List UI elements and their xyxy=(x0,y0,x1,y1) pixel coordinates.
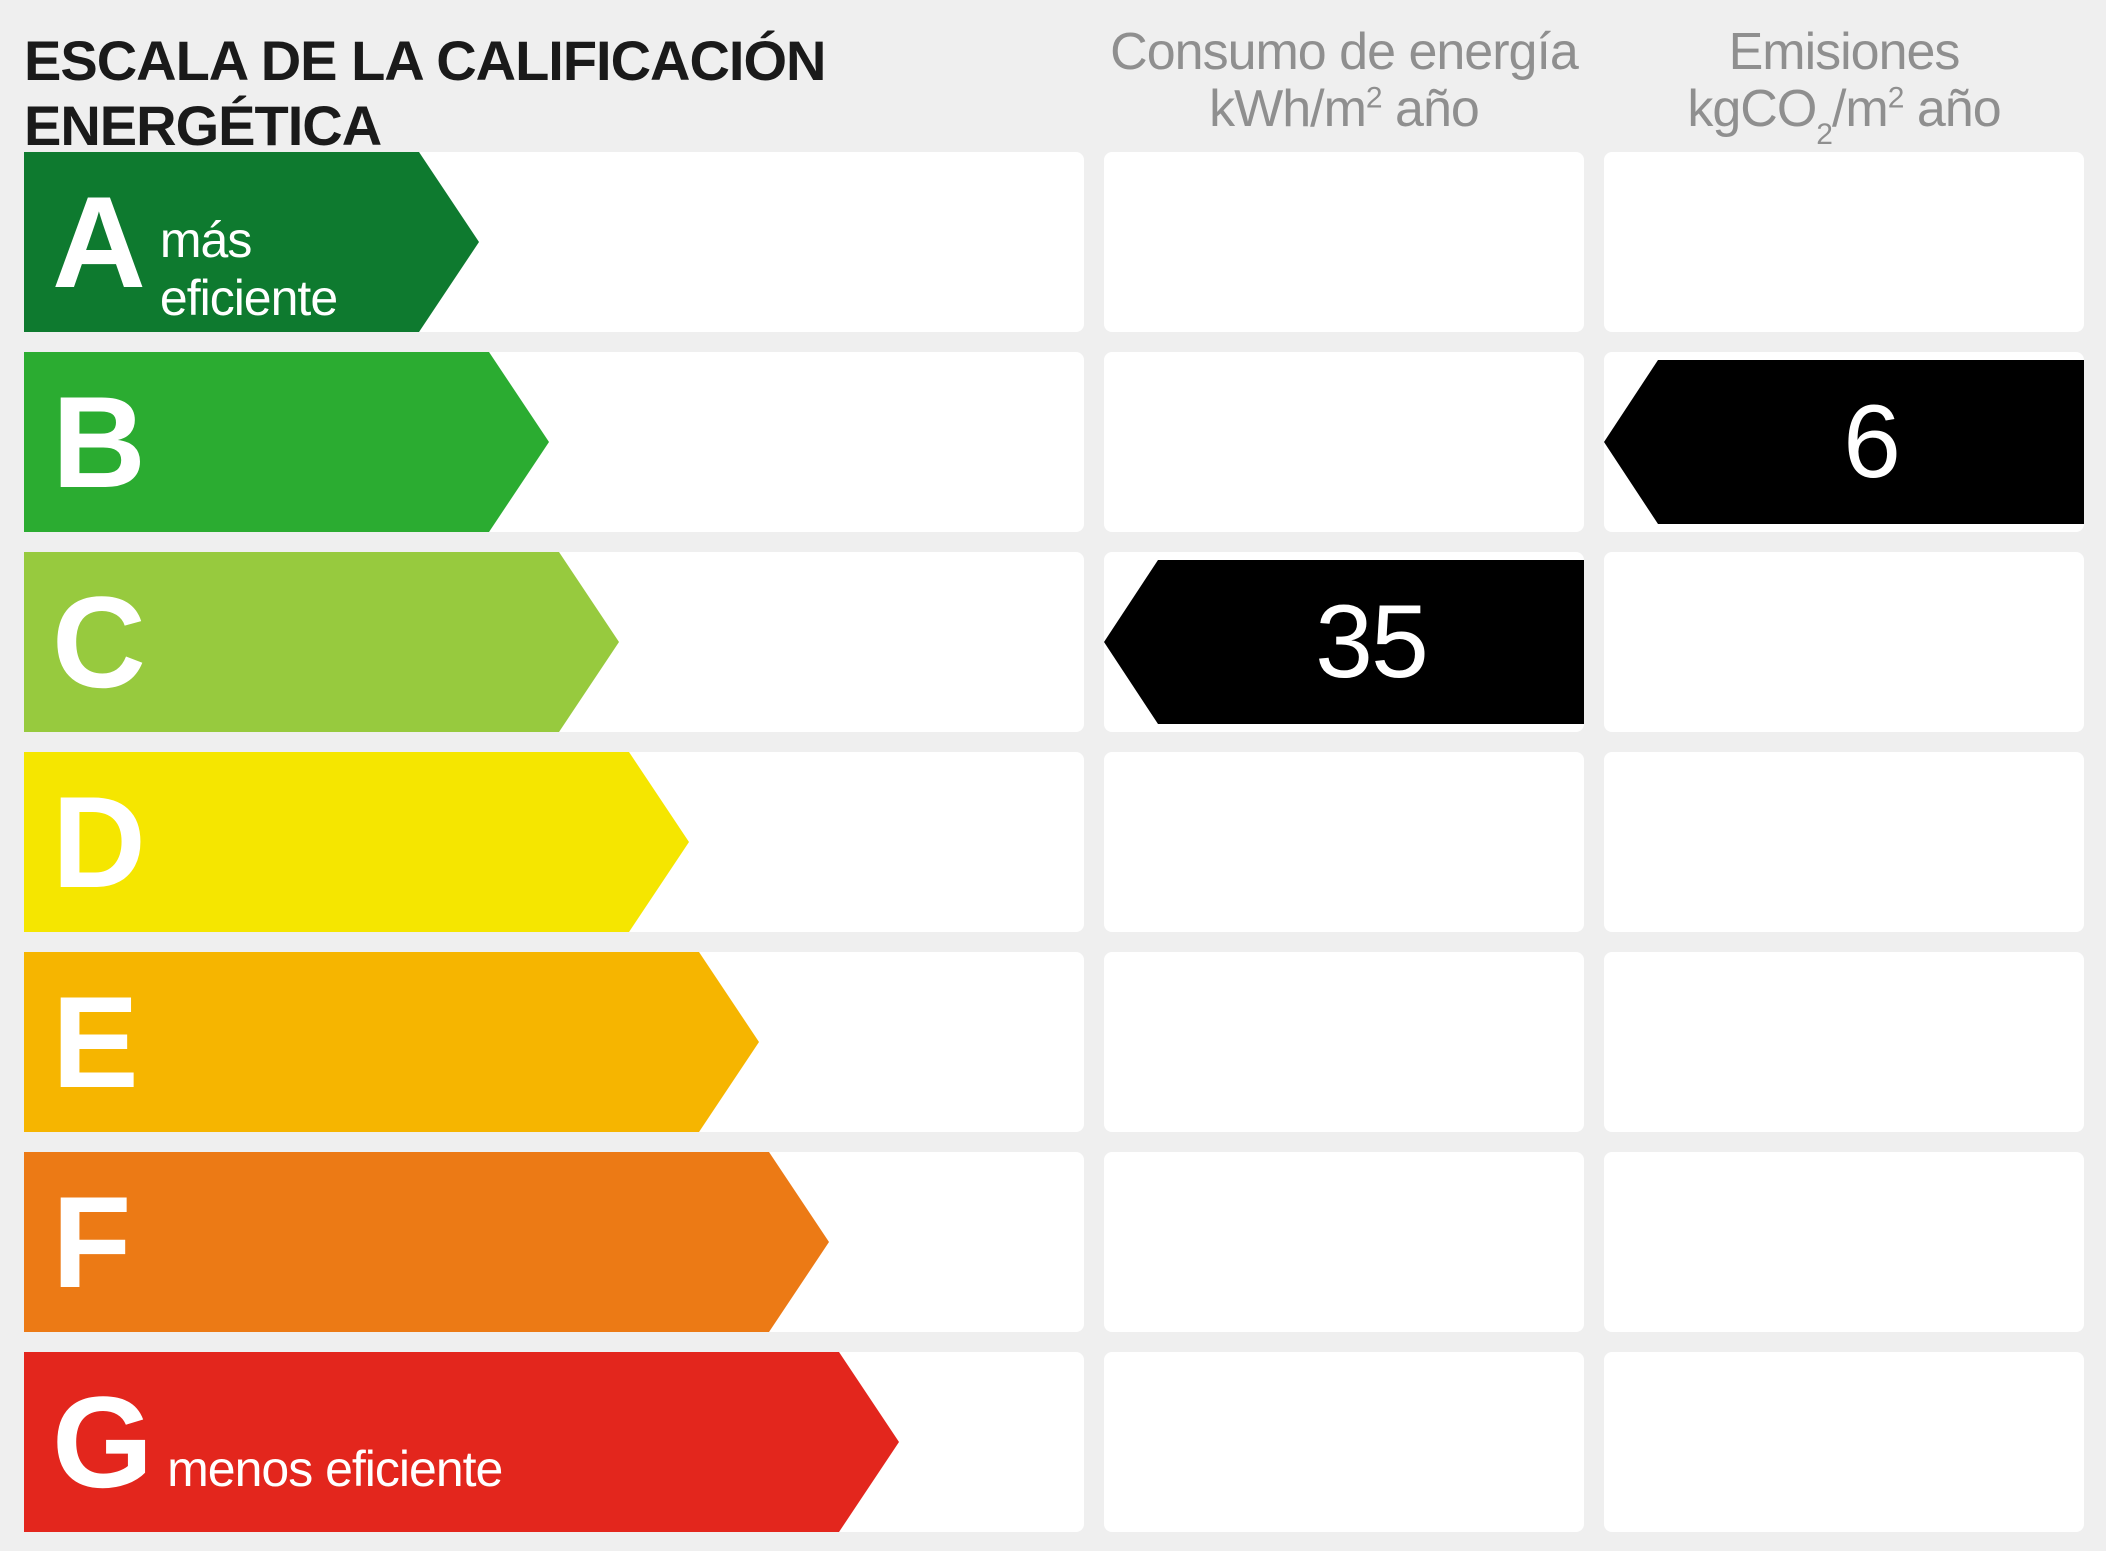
rating-letter: A xyxy=(52,177,142,307)
rating-letter: B xyxy=(52,377,142,507)
consumption-cell-f xyxy=(1104,1152,1584,1332)
consumption-cell-c: 35 xyxy=(1104,552,1584,732)
rating-letter: G xyxy=(52,1377,149,1507)
emissions-value-tag: 6 xyxy=(1658,360,2084,524)
emissions-header-line2-mid: /m xyxy=(1832,80,1888,138)
rating-bar-f: F xyxy=(24,1152,769,1332)
rating-row-b: B6 xyxy=(24,352,2082,532)
bar-track: Amás eficiente xyxy=(24,152,1084,332)
rating-bar-e: E xyxy=(24,952,699,1132)
column-header-emissions: Emisiones kgCO2/m2 año xyxy=(1604,24,2084,145)
bar-track: B xyxy=(24,352,1084,532)
bar-track: C xyxy=(24,552,1084,732)
rating-row-a: Amás eficiente xyxy=(24,152,2082,332)
rating-bar-d: D xyxy=(24,752,629,932)
rating-sublabel: más eficiente xyxy=(160,211,419,327)
rating-row-e: E xyxy=(24,952,2082,1132)
energy-rating-chart: ESCALA DE LA CALIFICACIÓN ENERGÉTICA Con… xyxy=(0,0,2106,1551)
rating-bar-c: C xyxy=(24,552,559,732)
rating-letter: E xyxy=(52,977,135,1107)
header-row: ESCALA DE LA CALIFICACIÓN ENERGÉTICA Con… xyxy=(24,24,2082,124)
rating-rows: Amás eficienteB6C35DEFGmenos eficiente xyxy=(24,152,2082,1532)
emissions-cell-a xyxy=(1604,152,2084,332)
emissions-cell-f xyxy=(1604,1152,2084,1332)
rating-row-g: Gmenos eficiente xyxy=(24,1352,2082,1532)
consumption-cell-a xyxy=(1104,152,1584,332)
emissions-cell-d xyxy=(1604,752,2084,932)
consumption-cell-d xyxy=(1104,752,1584,932)
rating-row-c: C 35 xyxy=(24,552,2082,732)
bar-track: Gmenos eficiente xyxy=(24,1352,1084,1532)
emissions-header-sup: 2 xyxy=(1888,82,1904,115)
consumption-cell-b xyxy=(1104,352,1584,532)
emissions-header-sub: 2 xyxy=(1816,118,1832,151)
rating-bar-a: Amás eficiente xyxy=(24,152,419,332)
emissions-cell-b: 6 xyxy=(1604,352,2084,532)
bar-track: D xyxy=(24,752,1084,932)
rating-row-f: F xyxy=(24,1152,2082,1332)
consumption-cell-e xyxy=(1104,952,1584,1132)
rating-bar-b: B xyxy=(24,352,489,532)
bar-track: F xyxy=(24,1152,1084,1332)
emissions-cell-g xyxy=(1604,1352,2084,1532)
consumption-header-line2-post: año xyxy=(1382,80,1479,138)
consumption-cell-g xyxy=(1104,1352,1584,1532)
bar-track: E xyxy=(24,952,1084,1132)
rating-row-d: D xyxy=(24,752,2082,932)
rating-letter: F xyxy=(52,1177,127,1307)
rating-letter: D xyxy=(52,777,142,907)
emissions-cell-e xyxy=(1604,952,2084,1132)
rating-sublabel: menos eficiente xyxy=(167,1440,502,1498)
rating-bar-g: Gmenos eficiente xyxy=(24,1352,839,1532)
rating-letter: C xyxy=(52,577,142,707)
column-header-consumption: Consumo de energía kWh/m2 año xyxy=(1104,24,1584,138)
emissions-cell-c xyxy=(1604,552,2084,732)
emissions-header-line2-pre: kgCO xyxy=(1687,80,1816,138)
emissions-header-line1: Emisiones xyxy=(1729,23,1960,81)
consumption-header-line1: Consumo de energía xyxy=(1110,23,1578,81)
chart-title: ESCALA DE LA CALIFICACIÓN ENERGÉTICA xyxy=(24,24,1084,158)
consumption-value-tag: 35 xyxy=(1158,560,1584,724)
consumption-header-sup: 2 xyxy=(1366,82,1382,115)
consumption-header-line2-pre: kWh/m xyxy=(1209,80,1366,138)
emissions-header-line2-post: año xyxy=(1903,80,2000,138)
